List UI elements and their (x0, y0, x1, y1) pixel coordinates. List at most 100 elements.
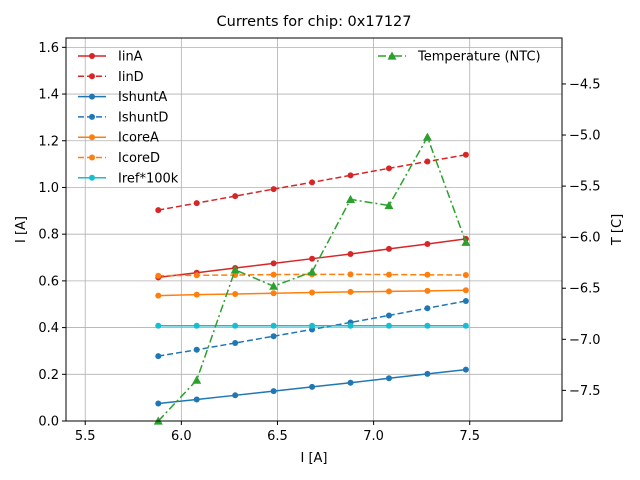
data-point (461, 237, 471, 246)
legend-label: IcoreD (118, 151, 160, 166)
y-tick-label: 1.4 (38, 88, 59, 103)
y-tick-label: 0.2 (38, 368, 59, 383)
data-point (193, 291, 200, 298)
y2-axis-ticks: −7.5 −7.0 −6.5 −6.0 −5.5 −5.0 −4.5 (562, 77, 601, 399)
data-point (232, 392, 239, 399)
data-point (270, 322, 277, 329)
data-point (155, 322, 162, 329)
data-point (422, 132, 432, 141)
data-point (424, 158, 431, 165)
data-point (155, 353, 162, 360)
y-tick-label: 0.6 (38, 274, 59, 289)
data-point (462, 297, 469, 304)
data-point (424, 287, 431, 294)
legend-swatch-marker (387, 51, 397, 60)
legend-label: IshuntD (118, 110, 168, 125)
legend-left: IinA IinD IshuntA IshuntD IcoreA IcoreD Iref*1… (78, 50, 179, 186)
series-iref-100k (155, 322, 469, 329)
legend-swatch-marker (89, 154, 95, 161)
y2-axis-label: T [C] (610, 214, 625, 246)
legend-entry: Iref*100k (78, 171, 179, 186)
data-point (347, 379, 354, 386)
data-point (424, 322, 431, 329)
plot-frame (65, 37, 563, 422)
data-point (347, 322, 354, 329)
data-point (270, 186, 277, 193)
legend-entry: IshuntA (78, 90, 167, 105)
data-point (193, 396, 200, 403)
data-point (309, 289, 316, 296)
data-point (155, 207, 162, 214)
data-point (193, 200, 200, 207)
data-point (347, 251, 354, 258)
y2-tick-label: −5.0 (569, 129, 601, 144)
data-point (270, 260, 277, 267)
y-axis-ticks: 0.0 0.2 0.4 0.6 0.8 1.0 1.2 1.4 1.6 (38, 41, 66, 430)
data-point (385, 165, 392, 172)
data-point (385, 288, 392, 295)
data-point (424, 370, 431, 377)
y2-tick-label: −7.5 (569, 384, 601, 399)
data-point (269, 281, 279, 290)
data-point (270, 333, 277, 340)
legend-label: IshuntA (118, 90, 167, 105)
data-point (232, 272, 239, 279)
legend-swatch-marker (89, 53, 95, 59)
y2-tick-label: −7.0 (569, 333, 601, 348)
x-tick-label: 5.5 (75, 429, 96, 444)
data-point (462, 287, 469, 294)
y2-tick-label: −4.5 (569, 77, 601, 92)
x-tick-label: 6.5 (267, 429, 288, 444)
legend-label: Iref*100k (118, 171, 179, 186)
data-point (462, 272, 469, 279)
series-ishunta (155, 366, 469, 407)
data-point (193, 322, 200, 329)
data-point (424, 271, 431, 278)
data-point (309, 179, 316, 186)
data-point (193, 272, 200, 279)
legend-right: Temperature (NTC) (378, 50, 541, 65)
x-tick-label: 6.0 (171, 429, 192, 444)
data-point (155, 400, 162, 407)
data-point (424, 240, 431, 247)
legend-label: IinD (118, 70, 144, 85)
legend-entry: IinD (78, 70, 144, 85)
data-point (232, 339, 239, 346)
data-point (385, 245, 392, 252)
data-point (385, 312, 392, 319)
data-point (232, 322, 239, 329)
data-point (462, 322, 469, 329)
y-tick-label: 1.2 (38, 134, 59, 149)
data-point (462, 366, 469, 373)
x-axis-label: I [A] (300, 451, 327, 466)
y2-tick-label: −5.5 (569, 180, 601, 195)
series-temperature-ntc- (153, 132, 471, 425)
y2-tick-label: −6.0 (569, 231, 601, 246)
y-tick-label: 1.6 (38, 41, 59, 56)
data-point (462, 151, 469, 158)
data-point (347, 271, 354, 278)
x-axis-ticks: 5.5 6.0 6.5 7.0 7.5 (75, 421, 480, 444)
data-point (155, 272, 162, 279)
data-point (385, 322, 392, 329)
legend-label: IinA (118, 50, 143, 65)
legend-swatch-marker (89, 93, 95, 100)
series-iind (155, 151, 469, 214)
data-point (155, 292, 162, 299)
series-layer (153, 132, 471, 425)
series-icorea (155, 287, 469, 299)
legend-entry: IshuntD (78, 110, 168, 125)
data-point (193, 346, 200, 353)
data-point (346, 194, 356, 203)
data-point (232, 193, 239, 200)
data-point (385, 271, 392, 278)
legend-label: Temperature (NTC) (417, 50, 541, 65)
legend-swatch-marker (89, 174, 95, 181)
legend-swatch-marker (89, 134, 95, 141)
chart-title: Currents for chip: 0x17127 (217, 14, 412, 30)
legend-entry: IcoreA (78, 131, 159, 146)
y2-tick-label: −6.5 (569, 282, 601, 297)
legend-entry: IinA (78, 50, 143, 65)
